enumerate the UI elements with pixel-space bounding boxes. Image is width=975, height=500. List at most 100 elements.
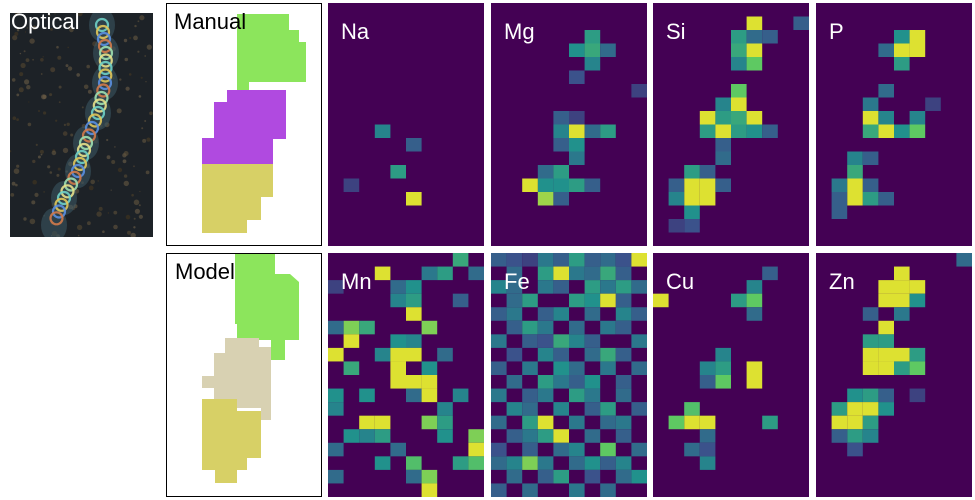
heatmap-cell [374, 347, 391, 362]
optical-speckle [56, 173, 60, 177]
manual-segmentation-panel: Manual [166, 3, 322, 246]
heatmap-cell [491, 388, 507, 403]
heatmap-cell [715, 178, 731, 192]
heatmap-cell [343, 334, 360, 348]
heatmap-cell [847, 388, 863, 403]
optical-speckle [127, 230, 131, 235]
heatmap-cell [491, 307, 507, 321]
optical-speckle [32, 58, 34, 61]
heatmap-fe [491, 253, 647, 497]
optical-speckle [42, 56, 44, 58]
heatmap-cell [537, 307, 554, 321]
heatmap-cell [615, 253, 632, 267]
heatmap-cell [374, 456, 391, 470]
heatmap-cell [506, 456, 523, 470]
heatmap-cell [569, 70, 585, 84]
model-label: Model [175, 259, 235, 284]
heatmap-cell [506, 320, 523, 335]
heatmap-cell [684, 192, 700, 206]
heatmap-cell [668, 415, 685, 430]
optical-speckle [139, 15, 145, 21]
heatmap-cell [553, 124, 569, 138]
optical-speckle [56, 45, 59, 49]
optical-speckle [12, 116, 17, 120]
heatmap-cell [390, 293, 406, 308]
heatmap-cell [631, 442, 647, 457]
optical-speckle [51, 150, 57, 156]
heatmap-cell [553, 334, 569, 348]
heatmap-cell [569, 138, 585, 152]
heatmap-cell [406, 307, 422, 321]
optical-speckle [96, 211, 102, 217]
heatmap-cell [862, 192, 879, 206]
heatmap-cell [831, 402, 848, 416]
heatmap-cell [847, 165, 863, 179]
optical-speckle [83, 84, 89, 90]
heatmap-cell [699, 429, 716, 443]
heatmap-cell [631, 253, 647, 267]
element-label-si: Si [666, 19, 686, 44]
heatmap-cell [406, 334, 422, 348]
heatmap-cell [569, 442, 585, 457]
optical-speckle [145, 81, 147, 83]
heatmap-cell [406, 192, 422, 206]
model-region-bottom [202, 399, 261, 483]
heatmap-cell [522, 320, 538, 335]
heatmap-cell [522, 402, 538, 416]
heatmap-cell [600, 124, 616, 138]
optical-speckle [138, 95, 142, 98]
optical-speckle [26, 85, 31, 90]
heatmap-cell [506, 280, 523, 294]
heatmap-cell [522, 456, 538, 470]
heatmap-cell [390, 375, 406, 389]
heatmap-cell [878, 361, 894, 375]
heatmap-cell [731, 124, 747, 138]
heatmap-cell [731, 43, 747, 57]
optical-speckle [139, 190, 141, 193]
heatmap-cell [600, 483, 616, 497]
heatmap-cell [847, 429, 863, 443]
optical-speckle [76, 224, 83, 231]
optical-cell-ring [96, 83, 111, 98]
optical-speckle [38, 110, 40, 112]
optical-speckle [131, 193, 134, 197]
optical-speckle [140, 76, 143, 79]
heatmap-cell [878, 124, 894, 138]
optical-speckle [70, 133, 74, 137]
optical-speckle [49, 171, 53, 174]
heatmap-cell [631, 280, 647, 294]
optical-speckle [97, 180, 99, 182]
heatmap-cell [522, 178, 538, 192]
optical-speckle [39, 149, 44, 154]
optical-speckle [14, 31, 19, 36]
heatmap-cell [584, 57, 601, 71]
heatmap-cell [553, 178, 569, 192]
heatmap-cell [731, 293, 747, 308]
heatmap-cell [584, 347, 601, 362]
heatmap-cell [668, 178, 685, 192]
heatmap-cell [631, 469, 647, 484]
optical-speckle [138, 204, 141, 207]
heatmap-cell [909, 361, 926, 375]
heatmap-cell [746, 361, 763, 375]
heatmap-cell [909, 347, 926, 362]
optical-speckle [133, 35, 138, 41]
manual-segmentation-mask [202, 14, 306, 233]
heatmap-cell [390, 347, 406, 362]
heatmap-cell [762, 415, 778, 430]
optical-speckle [43, 191, 45, 193]
heatmap-cell [862, 97, 879, 111]
heatmap-cell [506, 429, 523, 443]
optical-speckle [90, 179, 95, 185]
optical-cell-ring [54, 197, 69, 212]
element-map-si: Si [653, 3, 809, 246]
heatmap-cell [699, 111, 716, 125]
heatmap-cell [537, 165, 554, 179]
optical-speckle [125, 86, 130, 91]
heatmap-cell [584, 388, 601, 403]
element-label-mg: Mg [504, 19, 535, 44]
heatmap-cell [437, 429, 453, 443]
heatmap-cell [878, 293, 894, 308]
heatmap-cell [699, 361, 716, 375]
optical-speckle [67, 66, 73, 71]
